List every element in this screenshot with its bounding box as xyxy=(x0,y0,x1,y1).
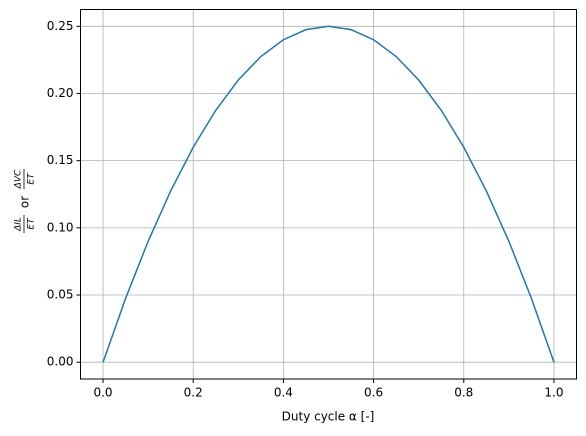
y-label-part: ΔIL xyxy=(14,217,24,232)
x-tick-label: 0.0 xyxy=(93,386,112,400)
y-label-part: ET xyxy=(27,172,37,185)
y-axis-label: ΔIL ET or ΔVC ET xyxy=(14,169,37,233)
x-axis-label: Duty cycle α [-] xyxy=(282,410,375,424)
y-tick-label: 0.15 xyxy=(47,153,74,167)
y-label-part: or xyxy=(18,196,32,208)
x-tick-label: 1.0 xyxy=(544,386,563,400)
y-label-part: ΔVC xyxy=(14,169,24,189)
x-tick-label: 0.4 xyxy=(274,386,293,400)
y-tick-label: 0.25 xyxy=(47,19,74,33)
y-tick-label: 0.00 xyxy=(47,355,74,369)
y-tick-label: 0.20 xyxy=(47,86,74,100)
x-tick-label: 0.2 xyxy=(184,386,203,400)
y-tick-label: 0.10 xyxy=(47,220,74,234)
x-tick-label: 0.8 xyxy=(454,386,473,400)
y-tick-label: 0.05 xyxy=(47,288,74,302)
y-label-part: ET xyxy=(27,217,37,230)
x-tick-label: 0.6 xyxy=(364,386,383,400)
plot-frame xyxy=(80,9,577,380)
data-line xyxy=(102,25,555,363)
